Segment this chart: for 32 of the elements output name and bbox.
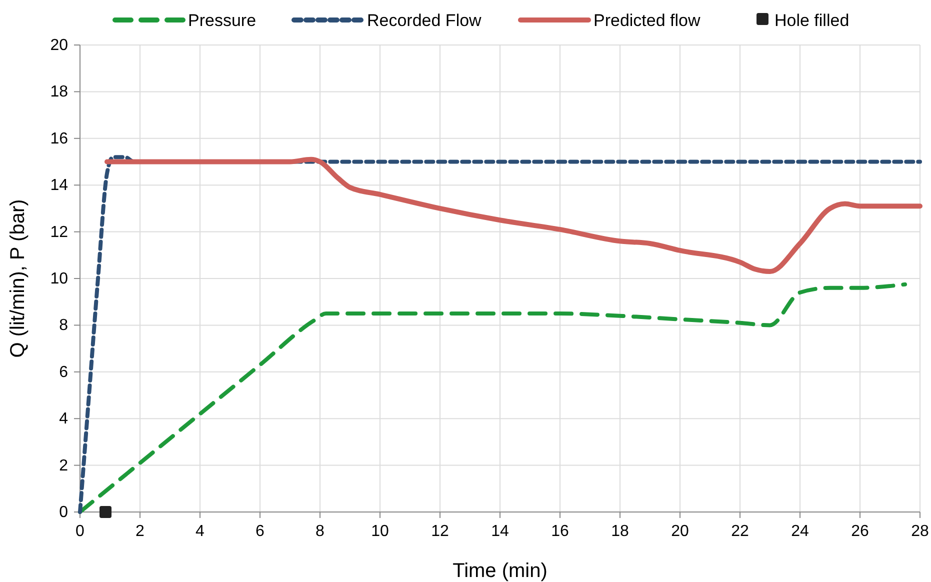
x-axis-title: Time (min) [452,560,548,582]
x-tick-label: 14 [491,523,509,540]
x-tick-label: 2 [136,523,145,540]
x-tick-label: 6 [256,523,265,540]
y-tick-label: 14 [50,177,68,194]
x-tick-label: 20 [671,523,689,540]
x-tick-label: 12 [431,523,449,540]
legend-label: Recorded Flow [367,11,482,30]
y-tick-label: 8 [59,317,68,334]
y-axis-title: Q (lit/min), P (bar) [7,199,29,358]
y-tick-label: 2 [59,457,68,474]
y-tick-label: 18 [50,84,68,101]
y-tick-label: 0 [59,504,68,521]
legend-label: Predicted flow [594,11,701,30]
x-tick-label: 0 [76,523,85,540]
y-tick-label: 20 [50,37,68,54]
y-tick-label: 12 [50,224,68,241]
x-tick-label: 24 [791,523,809,540]
x-tick-label: 22 [731,523,749,540]
x-tick-label: 26 [851,523,869,540]
legend-label: Pressure [188,11,256,30]
y-tick-label: 6 [59,364,68,381]
y-tick-label: 4 [59,410,68,428]
x-tick-label: 28 [911,523,929,540]
legend-label: Hole filled [774,11,850,30]
x-tick-label: 8 [316,523,325,540]
x-tick-label: 4 [196,523,205,540]
x-tick-label: 16 [551,523,569,540]
x-tick-label: 10 [371,523,389,540]
y-tick-label: 16 [50,130,68,148]
x-tick-label: 18 [611,523,629,540]
y-tick-label: 10 [50,270,68,288]
